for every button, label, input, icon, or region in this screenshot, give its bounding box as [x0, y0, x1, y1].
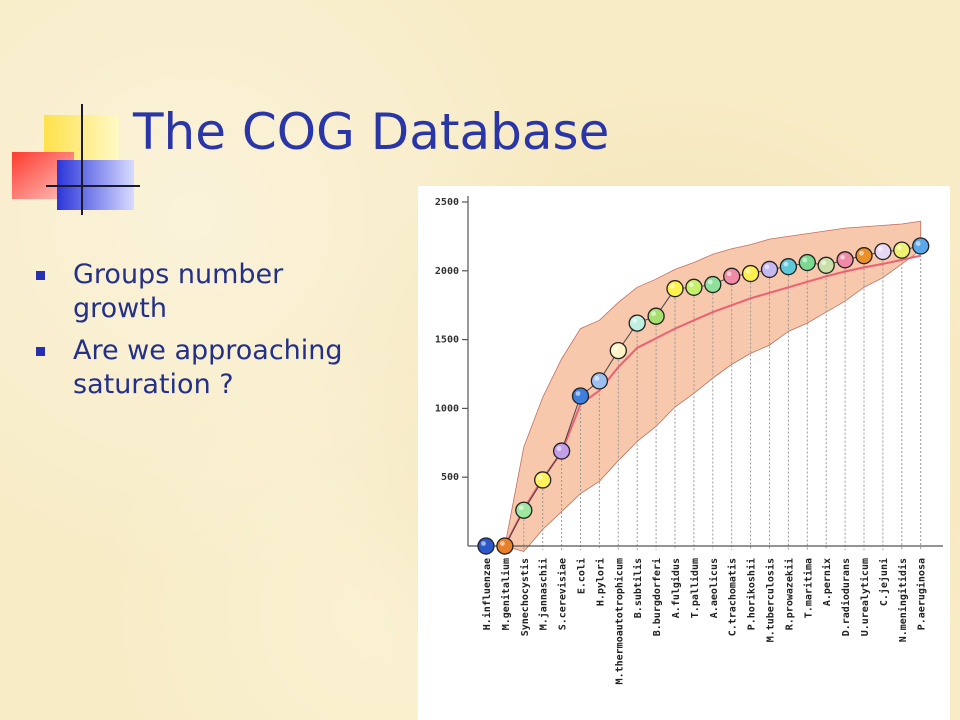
- x-tick-label-11: T.pallidum: [689, 558, 701, 618]
- x-tick-label-13: C.trachomatis: [727, 558, 739, 636]
- data-point-highlight-19: [840, 254, 845, 260]
- data-point-highlight-7: [613, 345, 619, 351]
- data-point-14: [741, 264, 760, 283]
- data-point-highlight-0: [481, 541, 486, 546]
- data-point-7: [609, 341, 627, 360]
- data-point-18: [817, 256, 835, 274]
- data-point-highlight-18: [821, 260, 827, 266]
- data-point-13: [723, 267, 741, 285]
- x-tick-label-18: A.pernix: [821, 558, 833, 606]
- data-point-highlight-12: [707, 279, 713, 285]
- bullet-square-icon: [36, 347, 45, 356]
- x-tick-label-12: A.aeolicus: [708, 558, 720, 618]
- data-point-20: [855, 247, 873, 265]
- x-tick-label-0: H.influenzae: [481, 558, 493, 630]
- x-tick-label-7: M.thermoautotrophicum: [613, 558, 625, 684]
- data-point-3: [534, 471, 552, 489]
- data-point-12: [704, 275, 722, 294]
- x-tick-label-6: H.pylori: [594, 558, 606, 606]
- data-point-highlight-17: [802, 257, 808, 263]
- data-point-highlight-22: [896, 245, 902, 251]
- x-tick-label-3: M.jannaschii: [538, 558, 550, 630]
- data-point-9: [647, 307, 665, 325]
- y-tick-label-500: 500: [441, 472, 459, 483]
- cog-growth-chart: 500 1000 1500 2000 2500 H.influenzae M.genital…: [435, 196, 943, 684]
- data-point-highlight-20: [859, 250, 864, 256]
- x-tick-label-21: C.jejuni: [878, 558, 890, 606]
- data-point-6: [590, 372, 609, 390]
- x-tick-label-1: M.genitalium: [500, 558, 512, 630]
- bullet-text: Are we approaching saturation ?: [73, 335, 343, 400]
- x-tick-label-17: T.maritima: [802, 558, 814, 618]
- data-point-highlight-8: [632, 318, 638, 323]
- x-tick-label-14: P.horikoshii: [746, 558, 758, 630]
- data-point-19: [836, 251, 854, 269]
- data-point-highlight-15: [764, 264, 770, 270]
- x-tick-label-15: M.tuberculosis: [765, 558, 777, 642]
- data-point-highlight-1: [500, 541, 505, 546]
- x-tick-label-2: Synechocystis: [519, 558, 531, 636]
- x-tick-label-22: N.meningitidis: [897, 558, 909, 642]
- x-tick-label-16: R.prowazekii: [783, 558, 795, 630]
- bullet-list: Groups number growth Are we approaching …: [36, 258, 366, 410]
- data-point-highlight-6: [594, 375, 600, 381]
- data-point-5: [571, 387, 590, 405]
- y-tick-label-1500: 1500: [435, 335, 459, 346]
- data-point-21: [874, 242, 892, 261]
- data-point-highlight-10: [670, 283, 675, 289]
- data-point-17: [798, 253, 816, 272]
- data-point-11: [685, 278, 703, 296]
- data-point-0: [477, 537, 495, 555]
- data-point-highlight-9: [651, 311, 656, 317]
- bullet-text: Groups number growth: [73, 259, 284, 324]
- data-point-4: [552, 442, 571, 460]
- y-tick-label-2500: 2500: [435, 197, 459, 208]
- data-point-8: [628, 314, 646, 332]
- y-tick-label-1000: 1000: [435, 403, 459, 414]
- bullet-item: Groups number growth: [36, 258, 366, 326]
- data-point-23: [912, 237, 930, 255]
- x-tick-label-4: S.cerevisiae: [557, 558, 569, 630]
- data-point-22: [893, 241, 911, 259]
- confidence-band: [504, 220, 922, 552]
- x-tick-label-10: A.fulgidus: [670, 558, 682, 618]
- data-point-highlight-21: [878, 246, 883, 252]
- x-tick-label-8: B.subtilis: [632, 558, 644, 618]
- data-point-highlight-4: [556, 446, 562, 451]
- data-point-highlight-11: [689, 282, 694, 288]
- data-point-highlight-23: [915, 241, 921, 246]
- data-point-highlight-13: [726, 271, 732, 277]
- slide-logo: [12, 104, 140, 215]
- slide-title: The COG Database: [133, 103, 610, 161]
- x-tick-label-5: E.coli: [576, 558, 588, 594]
- x-tick-label-23: P.aeruginosa: [916, 558, 928, 630]
- x-tick-label-9: B.burgdorferi: [651, 558, 663, 636]
- data-point-highlight-14: [745, 268, 751, 274]
- bullet-square-icon: [36, 271, 45, 280]
- data-point-15: [760, 260, 779, 279]
- x-tick-label-19: D.radiodurans: [840, 558, 852, 636]
- bullet-item: Are we approaching saturation ?: [36, 334, 366, 402]
- data-point-highlight-2: [518, 505, 524, 511]
- data-point-highlight-3: [537, 475, 543, 480]
- data-point-2: [515, 501, 533, 519]
- data-point-highlight-5: [575, 391, 581, 396]
- data-point-16: [779, 258, 798, 276]
- data-point-10: [666, 280, 684, 298]
- mean-curve: [504, 254, 921, 547]
- y-tick-label-2000: 2000: [435, 266, 459, 277]
- x-tick-label-20: U.urealyticum: [859, 558, 871, 636]
- data-point-1: [496, 537, 514, 555]
- data-point-highlight-16: [783, 261, 789, 267]
- chart-panel: 500 1000 1500 2000 2500 H.influenzae M.genital…: [418, 186, 950, 720]
